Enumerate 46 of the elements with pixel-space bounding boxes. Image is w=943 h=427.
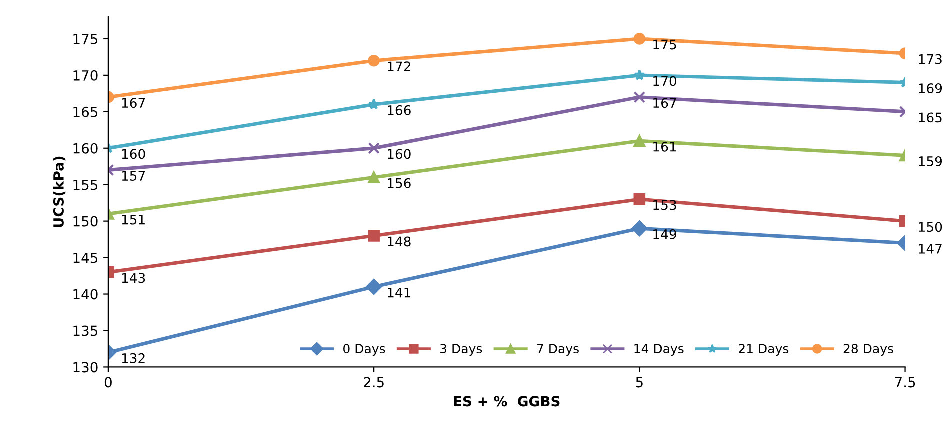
- y-tick-label: 145: [74, 252, 98, 264]
- data-label: 172: [388, 62, 410, 72]
- y-tick-label: 160: [74, 143, 98, 154]
- x-tick-label: 7.5: [895, 377, 916, 388]
- x-tick-label: 0: [104, 377, 112, 388]
- y-tick-label: 165: [74, 106, 98, 118]
- data-label: 173: [919, 54, 942, 64]
- data-label: 160: [388, 149, 411, 160]
- data-label: 132: [122, 353, 145, 364]
- data-label: 150: [919, 222, 942, 232]
- data-label: 143: [122, 273, 146, 284]
- data-label: 156: [388, 178, 411, 188]
- data-label: 149: [654, 229, 676, 240]
- y-tick-label: 130: [74, 362, 98, 373]
- y-tick-label: 140: [74, 289, 98, 300]
- legend-label: 3 Days: [440, 344, 482, 356]
- data-label: 161: [654, 142, 676, 152]
- legend-label: 7 Days: [537, 344, 579, 356]
- data-label: 153: [654, 200, 676, 210]
- x-tick-label: 2.5: [364, 377, 384, 388]
- x-axis-title: ES + % GGBS: [454, 396, 560, 407]
- data-label: 175: [654, 40, 676, 50]
- legend-label: 14 Days: [634, 344, 684, 356]
- legend-label: 28 Days: [844, 344, 894, 356]
- data-label: 165: [919, 112, 942, 123]
- data-label: 151: [122, 215, 145, 225]
- y-tick-label: 150: [74, 216, 98, 227]
- y-tick-label: 175: [74, 34, 98, 44]
- legend-label: 0 Days: [344, 344, 386, 356]
- legend-label: 21 Days: [739, 344, 789, 356]
- data-label: 159: [919, 156, 942, 166]
- data-label: 148: [388, 236, 411, 247]
- data-label: 160: [122, 149, 146, 160]
- data-label: 166: [388, 105, 411, 116]
- y-tick-label: 155: [74, 180, 98, 190]
- data-label: 169: [919, 84, 942, 94]
- x-tick-label: 5: [636, 377, 643, 388]
- y-axis-title: UCS(kPa): [53, 156, 66, 228]
- data-label: 141: [388, 288, 411, 298]
- data-label: 170: [654, 76, 676, 86]
- y-tick-label: 135: [74, 326, 98, 336]
- data-label: 147: [919, 244, 942, 254]
- data-label: 167: [654, 98, 676, 108]
- data-label: 157: [122, 171, 145, 182]
- data-label: 167: [122, 98, 145, 108]
- y-tick-label: 170: [74, 70, 98, 81]
